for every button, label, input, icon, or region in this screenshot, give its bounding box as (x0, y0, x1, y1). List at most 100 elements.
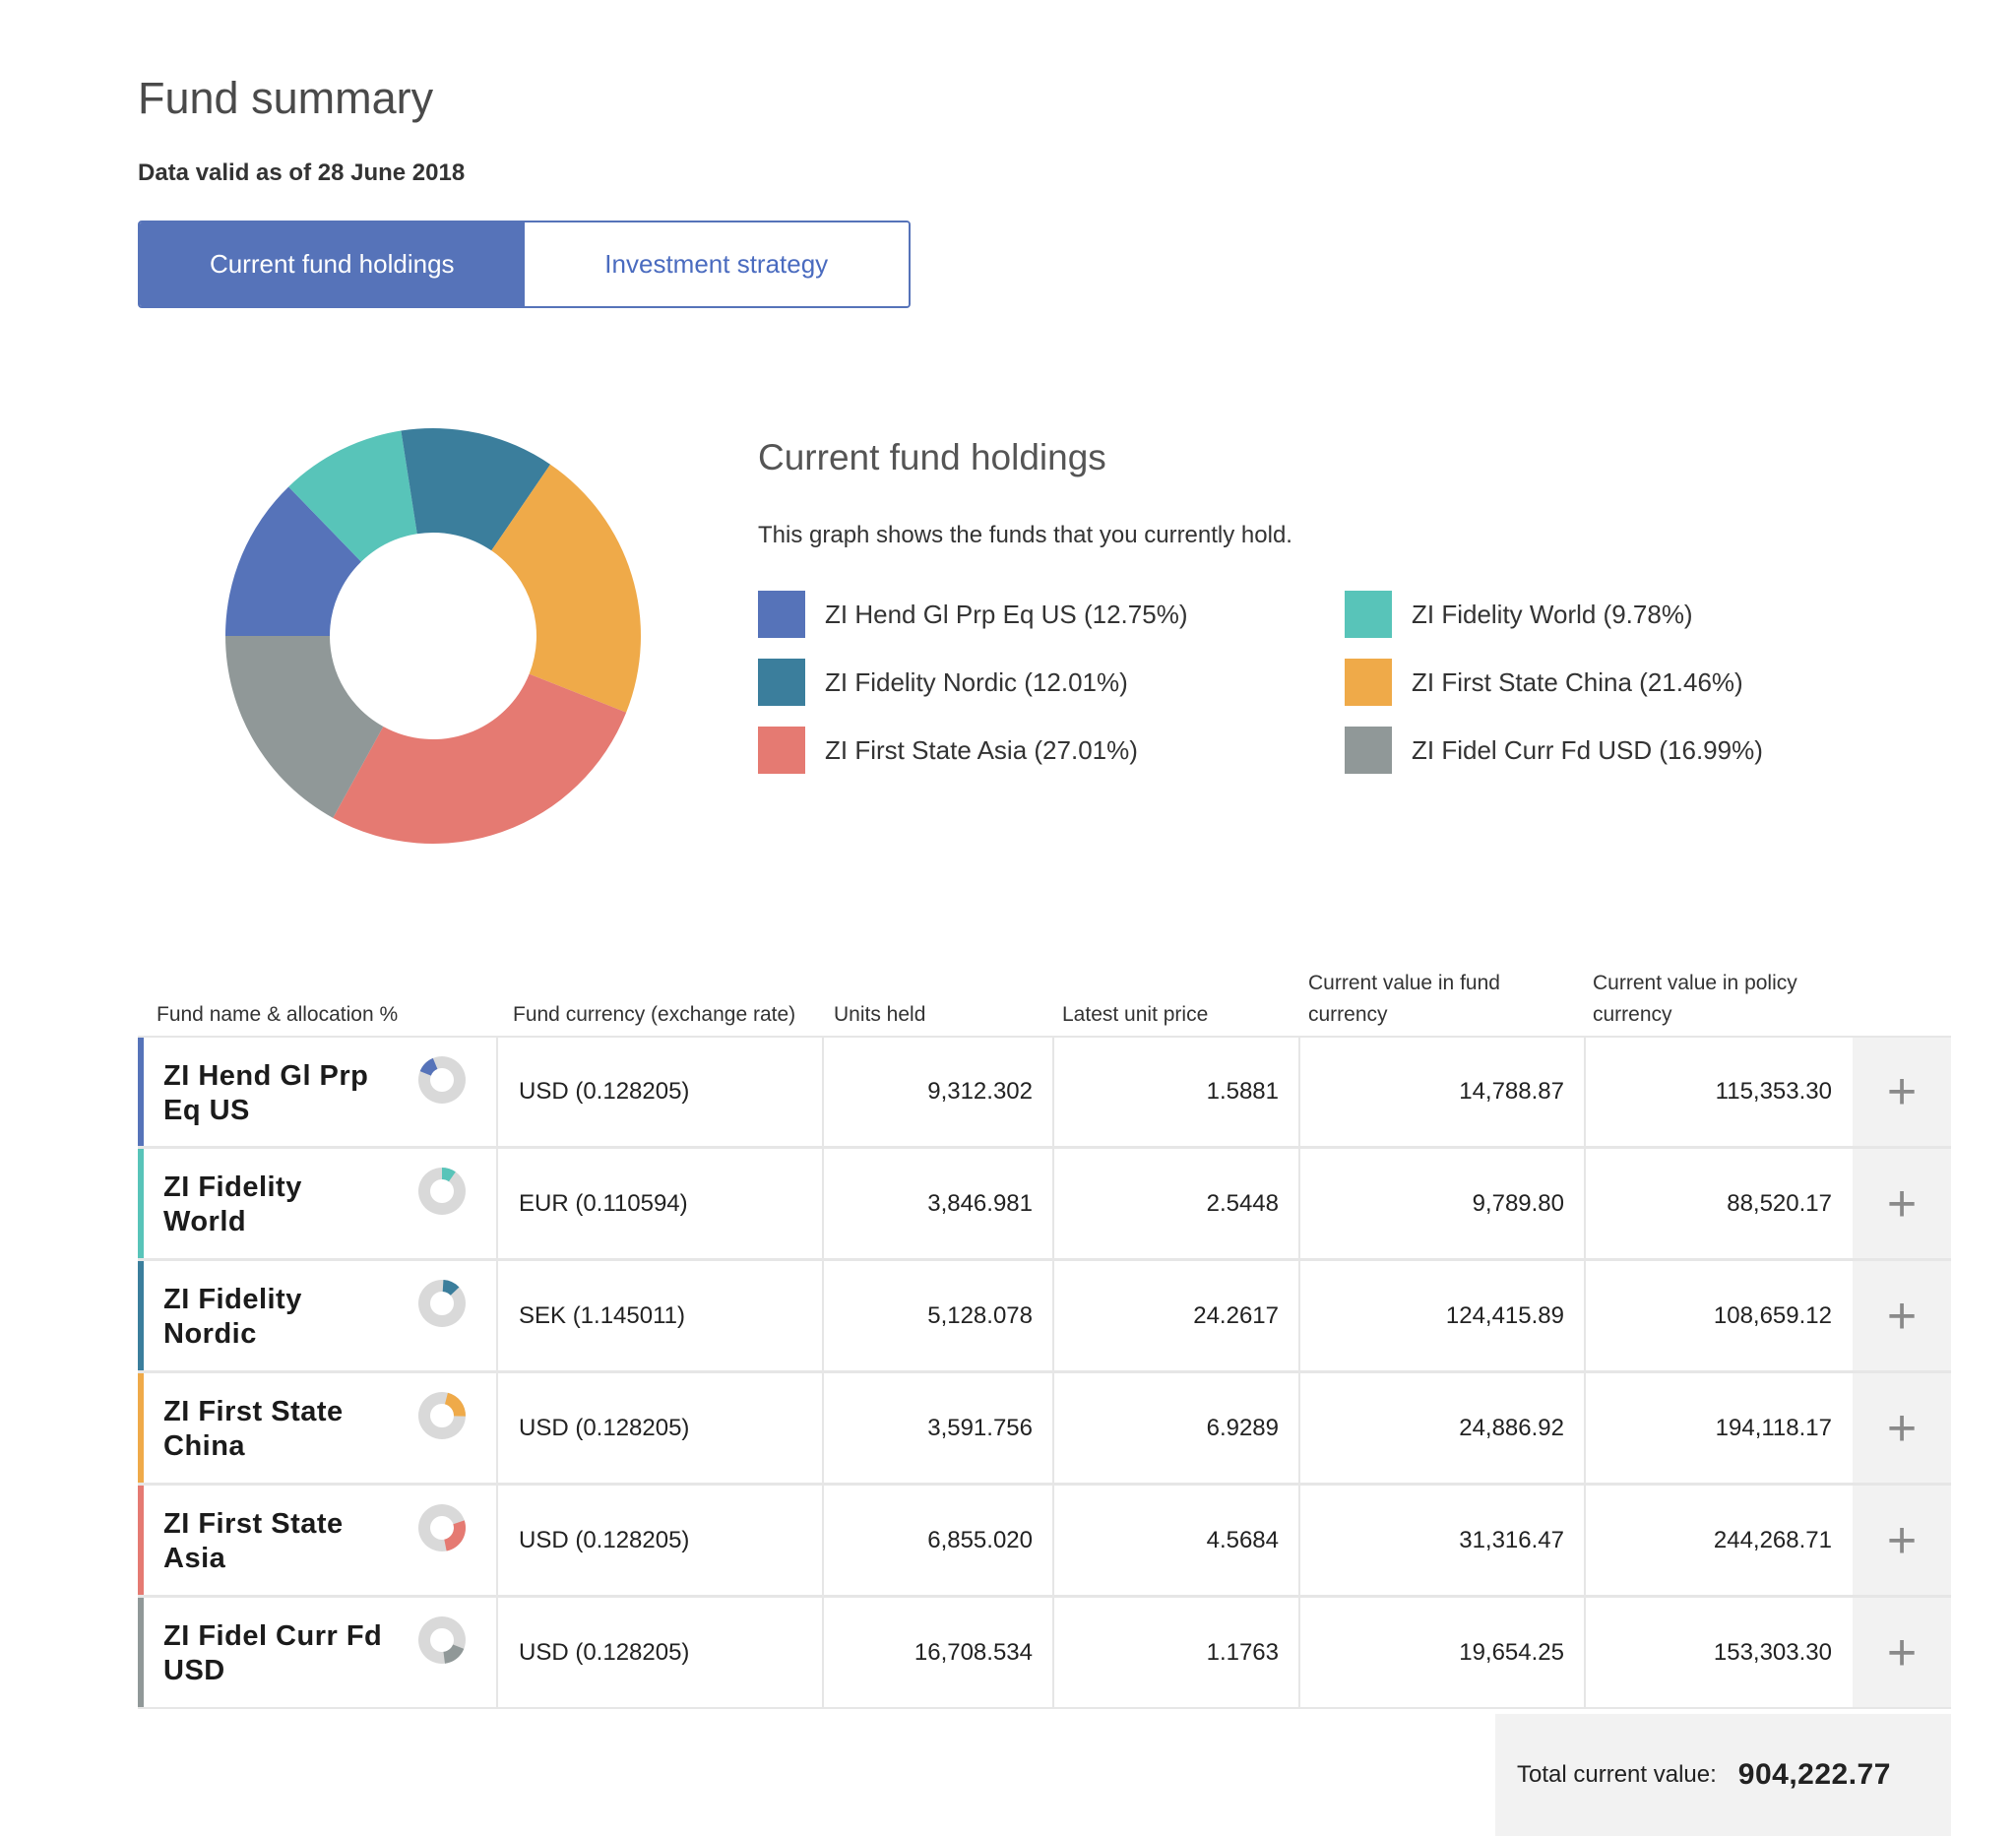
legend-label: ZI Fidelity Nordic (12.01%) (825, 666, 1128, 697)
mini-donut-fill (444, 1392, 466, 1417)
expand-row-button[interactable]: + (1853, 1149, 1951, 1258)
plus-icon: + (1886, 1287, 1918, 1345)
header-value-policy-line1: Current value in policy (1593, 972, 1797, 994)
fund-name: ZI First State China (163, 1395, 400, 1464)
value-policy-currency: 244,268.71 (1713, 1526, 1832, 1553)
column-divider (1584, 1038, 1586, 1146)
latest-unit-price: 2.5448 (1206, 1189, 1279, 1217)
header-value-fund-line2: currency (1308, 1003, 1388, 1026)
column-divider (496, 1373, 498, 1483)
table-row: ZI Fidelity World 9.78% EUR (0.110594) 3… (138, 1148, 1951, 1260)
latest-unit-price: 1.1763 (1206, 1638, 1279, 1666)
allocation-mini-donut (417, 1616, 466, 1664)
column-divider (496, 1149, 498, 1258)
row-accent-bar (138, 1038, 144, 1146)
tab-bar: Current fund holdings Investment strateg… (138, 221, 911, 308)
value-policy-currency: 153,303.30 (1713, 1638, 1832, 1666)
fund-currency: USD (0.128205) (519, 1414, 690, 1441)
column-divider (822, 1486, 824, 1595)
legend-item: ZI Hend Gl Prp Eq US (12.75%) (758, 591, 1345, 638)
chart-title: Current fund holdings (758, 437, 1106, 477)
donut-slice-1[interactable] (225, 486, 361, 636)
row-accent-bar (138, 1261, 144, 1370)
fund-name-line2: World (163, 1206, 247, 1237)
column-divider (822, 1261, 824, 1370)
legend-label: ZI First State Asia (27.01%) (825, 734, 1138, 765)
column-divider (1298, 1149, 1300, 1258)
row-accent-bar (138, 1598, 144, 1707)
table-header: Fund name & allocation % Fund currency (… (138, 950, 1951, 1031)
holdings-donut-chart (225, 428, 641, 844)
fund-name-line1: ZI Fidelity (163, 1171, 302, 1203)
donut-slice-3[interactable] (401, 428, 551, 551)
value-fund-currency: 9,789.80 (1472, 1189, 1564, 1217)
column-divider (1584, 1149, 1586, 1258)
expand-row-button[interactable]: + (1853, 1486, 1951, 1595)
column-divider (1052, 1261, 1054, 1370)
column-divider (822, 1038, 824, 1146)
units-held: 6,855.020 (927, 1526, 1033, 1553)
legend-swatch (1345, 727, 1392, 774)
fund-name: ZI First State Asia (163, 1507, 400, 1576)
column-divider (1584, 1486, 1586, 1595)
tab-current-fund-holdings[interactable]: Current fund holdings (140, 222, 525, 306)
legend-swatch (758, 659, 805, 706)
header-fund-name: Fund name & allocation % (157, 1003, 399, 1026)
fund-name-line1: ZI Hend Gl Prp (163, 1060, 369, 1092)
donut-slice-5[interactable] (333, 673, 627, 844)
fund-currency: USD (0.128205) (519, 1078, 690, 1105)
fund-name-line1: ZI Fidelity (163, 1284, 302, 1315)
row-accent-bar (138, 1149, 144, 1258)
legend-label: ZI Hend Gl Prp Eq US (12.75%) (825, 599, 1188, 629)
fund-currency: USD (0.128205) (519, 1526, 690, 1553)
chart-legend: ZI Hend Gl Prp Eq US (12.75%) ZI Fidelity… (758, 591, 1792, 774)
total-label: Total current value: (1517, 1761, 1717, 1788)
donut-slice-4[interactable] (491, 464, 641, 713)
column-divider (1298, 1038, 1300, 1146)
mini-donut-fill (442, 1168, 456, 1182)
value-fund-currency: 19,654.25 (1459, 1638, 1564, 1666)
column-divider (496, 1038, 498, 1146)
expand-row-button[interactable]: + (1853, 1261, 1951, 1370)
latest-unit-price: 4.5684 (1206, 1526, 1279, 1553)
units-held: 3,591.756 (927, 1414, 1033, 1441)
legend-item: ZI Fidelity Nordic (12.01%) (758, 659, 1345, 706)
fund-name: ZI Fidelity Nordic (163, 1283, 400, 1352)
fund-currency: SEK (1.145011) (519, 1301, 685, 1329)
plus-icon: + (1886, 1063, 1918, 1120)
plus-icon: + (1886, 1399, 1918, 1457)
column-divider (1298, 1486, 1300, 1595)
allocation-mini-donut (417, 1280, 466, 1327)
expand-row-button[interactable]: + (1853, 1373, 1951, 1483)
column-divider (496, 1261, 498, 1370)
donut-slice-6[interactable] (225, 636, 384, 818)
legend-swatch (758, 591, 805, 638)
units-held: 16,708.534 (914, 1638, 1033, 1666)
value-policy-currency: 115,353.30 (1715, 1078, 1832, 1105)
mini-donut-fill (444, 1520, 466, 1551)
header-value-policy-line2: currency (1593, 1003, 1672, 1026)
legend-label: ZI First State China (21.46%) (1412, 666, 1743, 697)
mini-donut-fill (442, 1280, 460, 1296)
table-row: ZI Fidel Curr Fd USD 16.99% USD (0.12820… (138, 1597, 1951, 1709)
total-value: 904,222.77 (1737, 1758, 1891, 1791)
expand-row-button[interactable]: + (1853, 1598, 1951, 1707)
legend-item: ZI Fidel Curr Fd USD (16.99%) (1345, 727, 1792, 774)
header-latest-unit-price: Latest unit price (1062, 1003, 1209, 1026)
column-divider (1584, 1373, 1586, 1483)
fund-currency: USD (0.128205) (519, 1638, 690, 1666)
table-row: ZI First State China 21.46% USD (0.12820… (138, 1372, 1951, 1485)
legend-label: ZI Fidel Curr Fd USD (16.99%) (1412, 734, 1763, 765)
allocation-mini-donut (417, 1392, 466, 1439)
legend-swatch (758, 727, 805, 774)
latest-unit-price: 1.5881 (1206, 1078, 1279, 1105)
column-divider (1052, 1149, 1054, 1258)
legend-swatch (1345, 591, 1392, 638)
allocation-mini-donut (417, 1168, 466, 1215)
tab-investment-strategy[interactable]: Investment strategy (524, 222, 909, 306)
table-row: ZI First State Asia 27.01% USD (0.128205… (138, 1485, 1951, 1597)
column-divider (822, 1598, 824, 1707)
column-divider (1298, 1373, 1300, 1483)
expand-row-button[interactable]: + (1853, 1038, 1951, 1146)
donut-slice-2[interactable] (288, 430, 417, 562)
